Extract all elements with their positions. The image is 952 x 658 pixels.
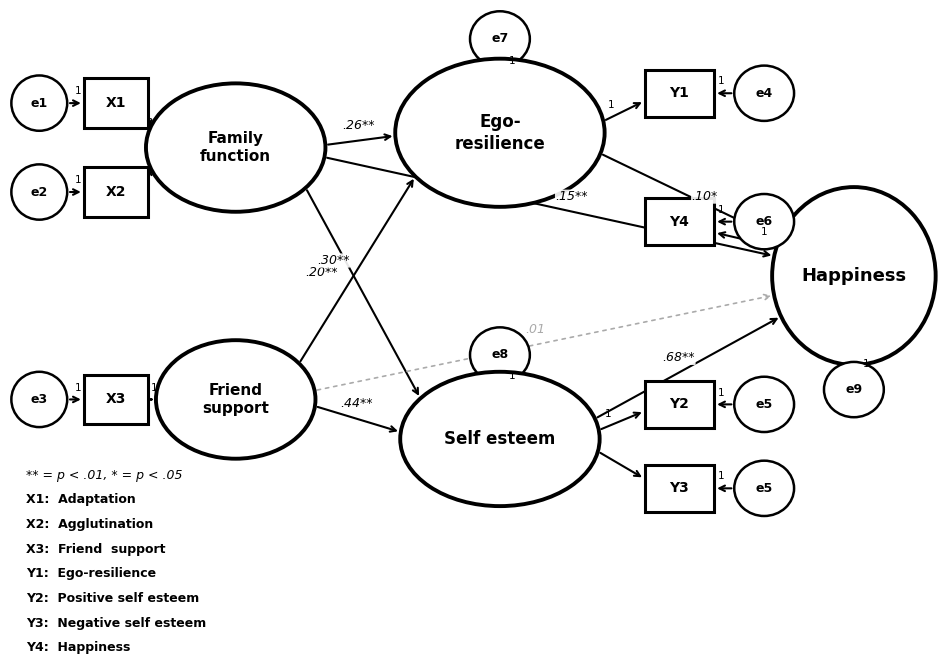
Text: .44**: .44** [340, 397, 372, 411]
Text: e6: e6 [755, 215, 772, 228]
Text: .30**: .30** [316, 254, 349, 267]
Text: Y4: Y4 [668, 215, 688, 228]
FancyBboxPatch shape [84, 167, 149, 216]
Text: .68**: .68** [662, 351, 694, 365]
Text: 1: 1 [151, 382, 158, 393]
Text: Happiness: Happiness [801, 267, 905, 285]
Text: Y3: Y3 [669, 482, 688, 495]
FancyBboxPatch shape [84, 78, 149, 128]
Ellipse shape [395, 59, 604, 207]
Ellipse shape [469, 327, 529, 383]
Text: Y2:  Positive self esteem: Y2: Positive self esteem [27, 592, 199, 605]
Text: .15**: .15** [555, 190, 587, 203]
Text: X3: X3 [106, 392, 126, 407]
Text: 1: 1 [717, 205, 724, 215]
Text: e8: e8 [491, 349, 508, 361]
FancyBboxPatch shape [644, 70, 714, 117]
Text: .10*: .10* [691, 190, 717, 203]
Text: e5: e5 [755, 482, 772, 495]
Text: .26**: .26** [343, 119, 375, 132]
Ellipse shape [733, 194, 793, 249]
Text: X1:  Adaptation: X1: Adaptation [27, 494, 136, 506]
FancyBboxPatch shape [644, 381, 714, 428]
Ellipse shape [146, 84, 325, 212]
Text: Y3:  Negative self esteem: Y3: Negative self esteem [27, 617, 207, 630]
Text: Y1: Y1 [668, 86, 688, 100]
Text: 1: 1 [146, 111, 152, 121]
Ellipse shape [11, 76, 68, 131]
Text: Ego-
resilience: Ego- resilience [454, 113, 545, 153]
Text: e3: e3 [30, 393, 48, 406]
Text: X2:  Agglutination: X2: Agglutination [27, 518, 153, 531]
Text: 1: 1 [760, 227, 766, 238]
Text: 1: 1 [862, 359, 868, 369]
Text: Y4:  Happiness: Y4: Happiness [27, 642, 130, 655]
FancyBboxPatch shape [644, 198, 714, 245]
Text: 1: 1 [74, 382, 81, 393]
Text: Y2: Y2 [668, 397, 688, 411]
Text: 1: 1 [508, 57, 515, 66]
Text: X1: X1 [106, 96, 127, 110]
Text: .20**: .20** [305, 266, 338, 278]
Ellipse shape [11, 164, 68, 220]
Text: e9: e9 [844, 383, 862, 396]
Text: Y1:  Ego-resilience: Y1: Ego-resilience [27, 567, 156, 580]
Text: 1: 1 [607, 100, 614, 111]
Text: Self esteem: Self esteem [444, 430, 555, 448]
Text: .01: .01 [525, 324, 545, 336]
FancyBboxPatch shape [84, 375, 149, 424]
Text: 1: 1 [717, 388, 724, 397]
Ellipse shape [733, 377, 793, 432]
Text: 1: 1 [717, 472, 724, 482]
Ellipse shape [156, 340, 315, 459]
Text: X2: X2 [106, 185, 127, 199]
Text: e4: e4 [755, 87, 772, 100]
Ellipse shape [11, 372, 68, 427]
Text: Family
function: Family function [200, 131, 271, 164]
Text: 1: 1 [717, 76, 724, 86]
Text: e7: e7 [491, 32, 508, 45]
Text: e1: e1 [30, 97, 48, 110]
Ellipse shape [400, 372, 599, 506]
Text: 1: 1 [508, 370, 515, 380]
Ellipse shape [823, 362, 883, 417]
FancyBboxPatch shape [644, 465, 714, 512]
Text: 1: 1 [604, 409, 610, 420]
Ellipse shape [733, 66, 793, 121]
Text: 1: 1 [74, 86, 81, 96]
Text: e5: e5 [755, 398, 772, 411]
Ellipse shape [469, 11, 529, 66]
Text: ** = p < .01, * = p < .05: ** = p < .01, * = p < .05 [27, 468, 183, 482]
Text: X3:  Friend  support: X3: Friend support [27, 543, 166, 555]
Text: e2: e2 [30, 186, 48, 199]
Text: 1: 1 [74, 175, 81, 185]
Ellipse shape [733, 461, 793, 516]
Ellipse shape [771, 187, 935, 365]
Text: Friend
support: Friend support [202, 383, 268, 417]
